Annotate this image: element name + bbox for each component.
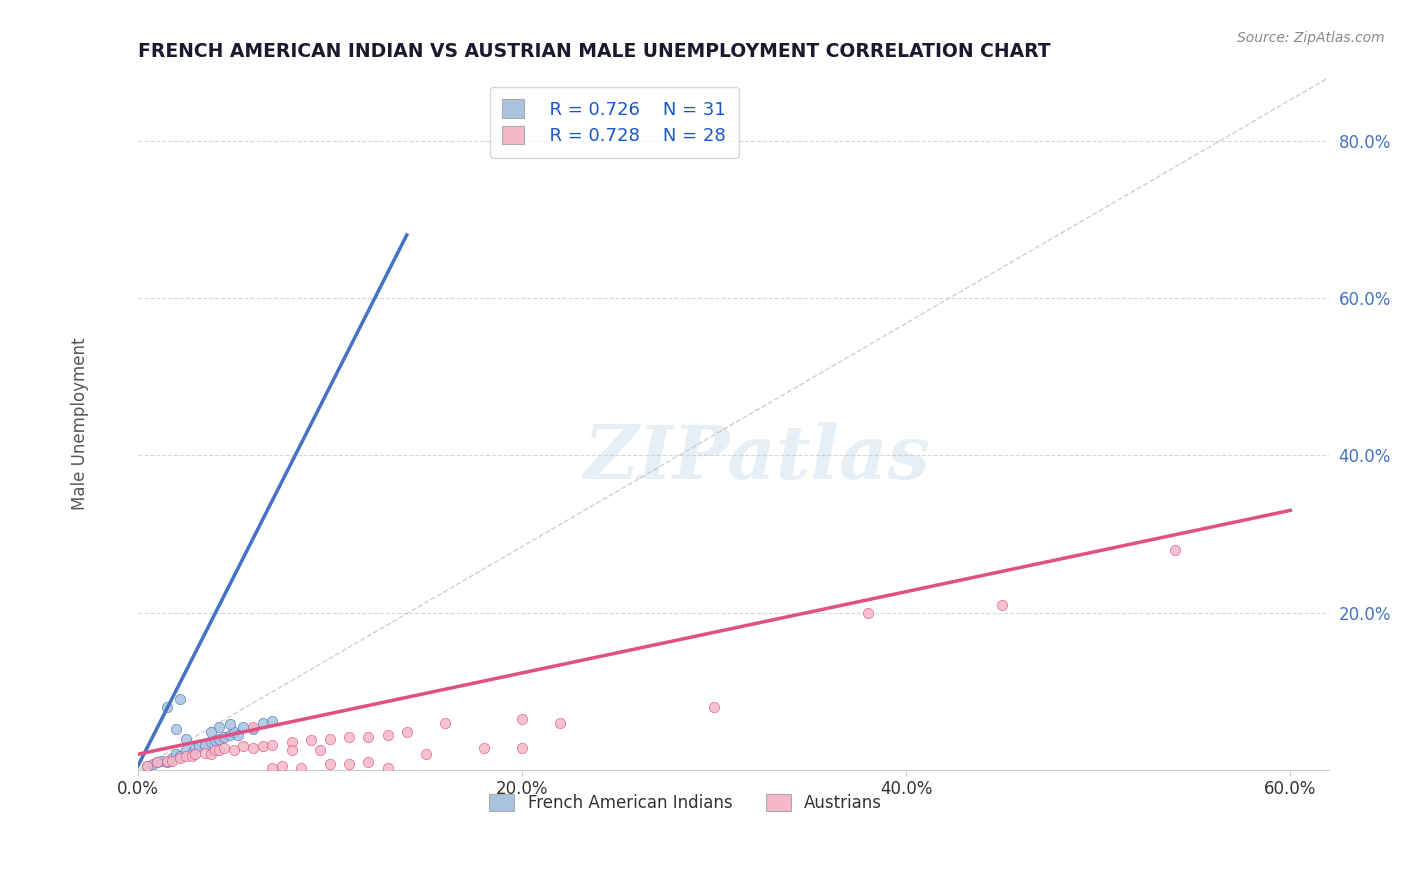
Point xyxy=(226,728,249,742)
Point xyxy=(156,700,179,714)
Point xyxy=(207,743,229,757)
Point xyxy=(214,741,236,756)
Point xyxy=(174,731,197,746)
Text: Source: ZipAtlas.com: Source: ZipAtlas.com xyxy=(1237,31,1385,45)
Point xyxy=(262,738,284,752)
Text: ZIPatlas: ZIPatlas xyxy=(583,422,931,495)
Point xyxy=(472,741,495,756)
Point xyxy=(207,720,229,734)
Point xyxy=(146,755,169,769)
Point xyxy=(162,751,184,765)
Legend: French American Indians, Austrians: French American Indians, Austrians xyxy=(478,782,894,824)
Point xyxy=(309,743,332,757)
Point xyxy=(856,606,879,620)
Point xyxy=(262,714,284,729)
Point xyxy=(232,720,254,734)
Point xyxy=(136,759,159,773)
Point xyxy=(156,755,179,769)
Y-axis label: Male Unemployment: Male Unemployment xyxy=(72,337,89,510)
Point xyxy=(174,748,197,763)
Point xyxy=(271,759,294,773)
Point xyxy=(703,700,725,714)
Point xyxy=(242,722,264,736)
Point xyxy=(149,754,172,768)
Point xyxy=(194,746,217,760)
Text: FRENCH AMERICAN INDIAN VS AUSTRIAN MALE UNEMPLOYMENT CORRELATION CHART: FRENCH AMERICAN INDIAN VS AUSTRIAN MALE … xyxy=(138,42,1050,61)
Point xyxy=(184,741,207,756)
Point xyxy=(200,747,222,762)
Point xyxy=(200,725,222,739)
Point xyxy=(337,730,360,744)
Point xyxy=(242,741,264,756)
Point xyxy=(219,717,242,731)
Point xyxy=(222,743,245,757)
Point xyxy=(169,751,191,765)
Point xyxy=(162,754,184,768)
Point xyxy=(200,735,222,749)
Point xyxy=(510,741,533,756)
Point xyxy=(991,598,1014,612)
Point xyxy=(169,692,191,706)
Point xyxy=(194,738,217,752)
Point xyxy=(550,715,572,730)
Point xyxy=(262,761,284,775)
Point xyxy=(214,730,236,744)
Point xyxy=(180,746,202,760)
Point xyxy=(319,756,342,771)
Point xyxy=(252,739,274,754)
Point xyxy=(434,715,457,730)
Point xyxy=(204,743,226,757)
Point xyxy=(165,722,187,736)
Point xyxy=(188,739,211,754)
Point xyxy=(242,720,264,734)
Point xyxy=(184,747,207,762)
Point xyxy=(377,728,399,742)
Point xyxy=(280,735,302,749)
Point xyxy=(169,748,191,763)
Point xyxy=(142,756,165,771)
Point xyxy=(357,755,380,769)
Point xyxy=(1164,542,1187,557)
Point xyxy=(357,730,380,744)
Point xyxy=(299,733,322,747)
Point xyxy=(319,731,342,746)
Point xyxy=(180,748,202,763)
Point xyxy=(219,728,242,742)
Point xyxy=(222,725,245,739)
Point xyxy=(377,761,399,775)
Point xyxy=(415,747,437,762)
Point xyxy=(280,743,302,757)
Point xyxy=(174,743,197,757)
Point xyxy=(165,747,187,762)
Point xyxy=(337,756,360,771)
Point xyxy=(136,759,159,773)
Point xyxy=(146,755,169,769)
Point xyxy=(204,733,226,747)
Point xyxy=(232,739,254,754)
Point xyxy=(207,731,229,746)
Point xyxy=(156,754,179,768)
Point xyxy=(290,761,312,775)
Point xyxy=(252,715,274,730)
Point xyxy=(510,712,533,726)
Point xyxy=(395,725,418,739)
